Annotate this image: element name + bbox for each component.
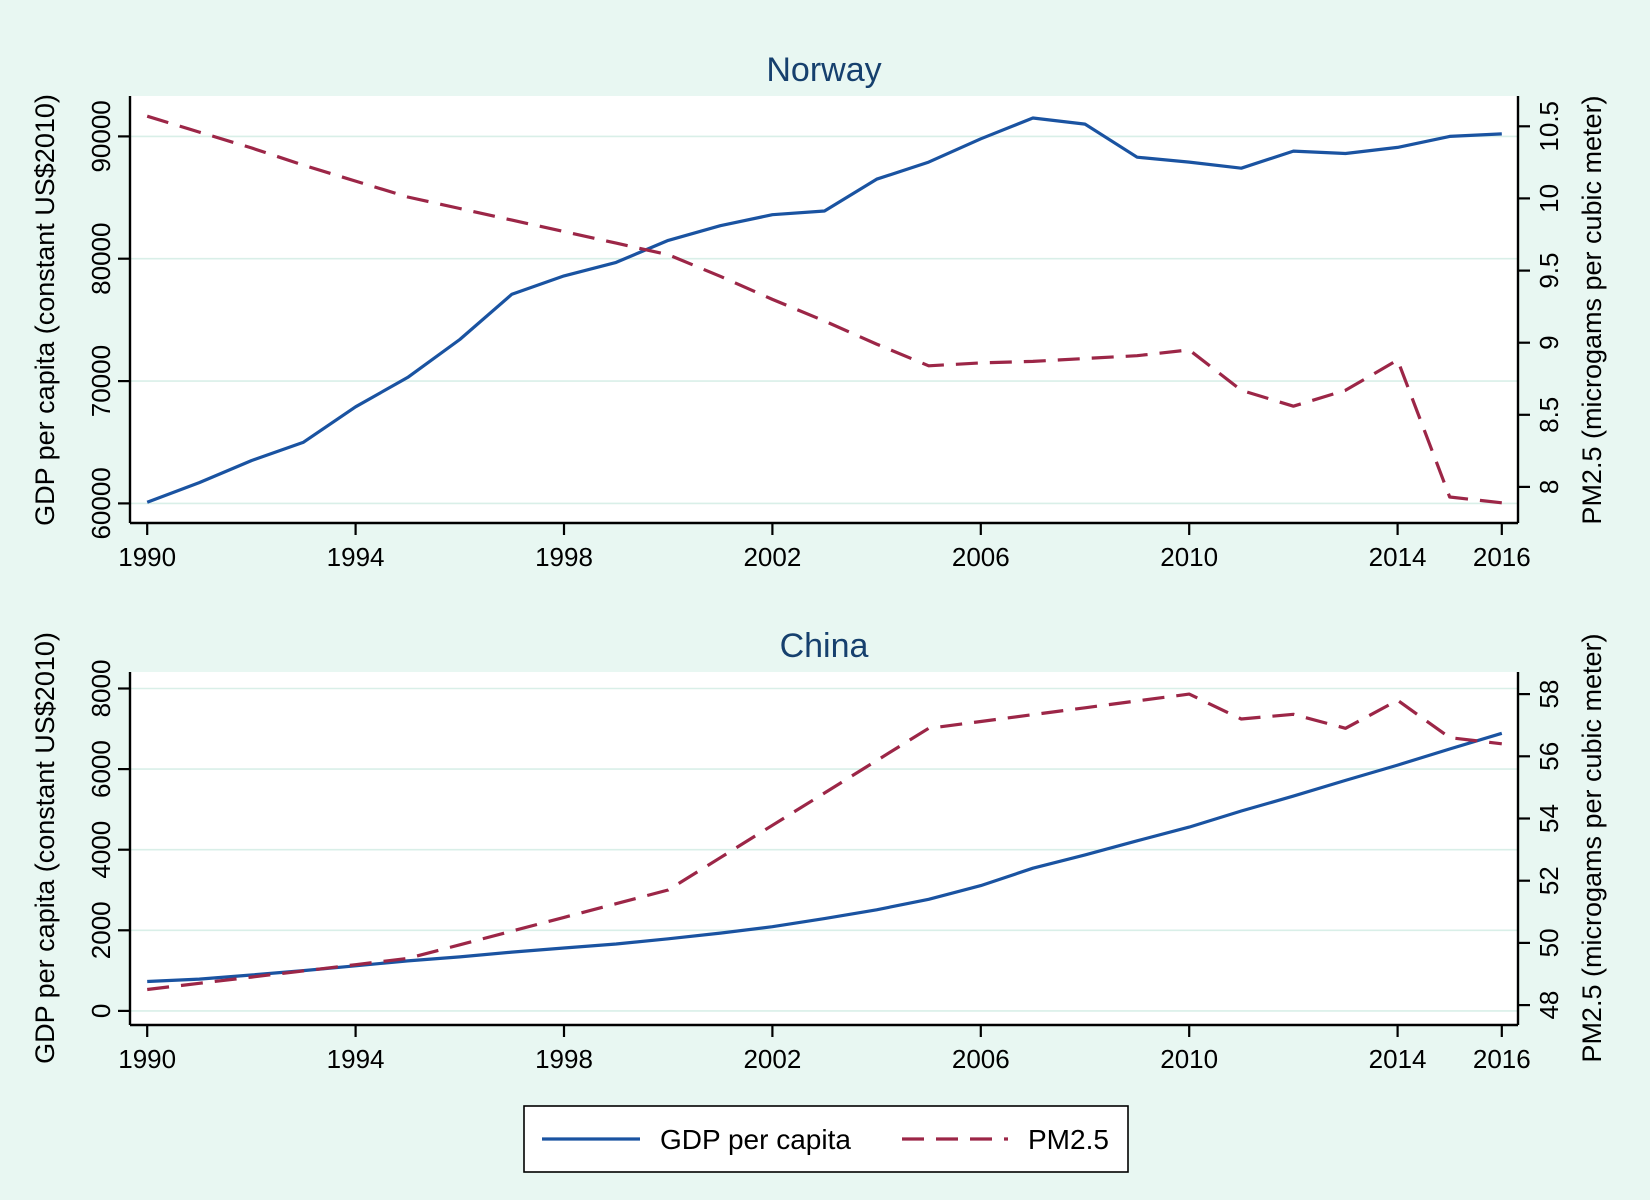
left-axis-tick-label: 90000 <box>86 100 116 172</box>
plot-background <box>130 96 1518 523</box>
right-axis-tick-label: 58 <box>1534 680 1564 709</box>
x-axis-tick-label: 2006 <box>952 1044 1010 1074</box>
right-axis-tick-label: 52 <box>1534 866 1564 895</box>
x-axis-tick-label: 2016 <box>1473 1044 1531 1074</box>
right-axis-tick-label: 9 <box>1534 335 1564 349</box>
gdp-series-line <box>146 116 1502 504</box>
right-axis-tick-label: 10.5 <box>1534 101 1564 152</box>
china-panel-title: China <box>780 627 869 665</box>
right-axis-tick-label: 9.5 <box>1534 253 1564 289</box>
norway-right-axis-title: PM2.5 (microgams per cubic meter) <box>1577 95 1607 524</box>
x-axis-tick-label: 1990 <box>118 1044 176 1074</box>
left-axis-tick-label: 60000 <box>86 467 116 539</box>
china-left-axis-title: GDP per capita (constant US$2010) <box>30 632 60 1064</box>
left-axis-tick-label: 80000 <box>86 223 116 295</box>
left-axis-tick-label: 2000 <box>86 901 116 959</box>
left-axis-tick-label: 0 <box>86 1004 116 1018</box>
china-panel: China GDP per capita (constant US$2010) … <box>30 627 1607 1074</box>
x-axis-tick-label: 1998 <box>535 1044 593 1074</box>
right-axis-tick-label: 54 <box>1534 804 1564 833</box>
left-axis-tick-label: 8000 <box>86 660 116 718</box>
norway-left-axis-title: GDP per capita (constant US$2010) <box>30 94 60 526</box>
plot-background <box>130 672 1518 1025</box>
x-axis-tick-label: 2002 <box>743 1044 801 1074</box>
left-axis-tick-label: 70000 <box>86 345 116 417</box>
china-right-axis-title: PM2.5 (microgams per cubic meter) <box>1577 633 1607 1062</box>
x-axis-tick-label: 2014 <box>1369 1044 1427 1074</box>
pm25-series-line <box>147 692 1502 992</box>
right-axis-tick-label: 8 <box>1534 480 1564 494</box>
norway-panel: Norway GDP per capita (constant US$2010)… <box>30 51 1607 572</box>
right-axis-tick-label: 8.5 <box>1534 397 1564 433</box>
legend: GDP per capita PM2.5 <box>523 1105 1129 1173</box>
norway-plot-area: 60000 70000 80000 90000 8 8.5 9 9.5 10 10.5 1990 19… <box>86 96 1564 572</box>
x-axis-tick-label: 2016 <box>1473 542 1531 572</box>
x-axis-tick-label: 2010 <box>1160 542 1218 572</box>
x-axis-tick-label: 1990 <box>118 542 176 572</box>
right-axis-tick-label: 56 <box>1534 742 1564 771</box>
legend-pm25-label: PM2.5 <box>1028 1124 1109 1155</box>
x-axis-tick-label: 1994 <box>327 542 385 572</box>
right-axis-tick-label: 50 <box>1534 928 1564 957</box>
right-axis-tick-label: 48 <box>1534 991 1564 1020</box>
x-axis-tick-label: 2010 <box>1160 1044 1218 1074</box>
china-plot-area: 0 2000 4000 6000 8000 48 50 52 54 56 58 1990 1994 199… <box>86 660 1564 1074</box>
right-axis-tick-label: 10 <box>1534 184 1564 213</box>
x-axis-tick-label: 2002 <box>743 542 801 572</box>
gdp-series-line <box>147 731 1503 984</box>
left-axis-tick-label: 4000 <box>86 821 116 879</box>
left-axis-tick-label: 6000 <box>86 740 116 798</box>
x-axis-tick-label: 1998 <box>535 542 593 572</box>
x-axis-tick-label: 1994 <box>327 1044 385 1074</box>
x-axis-tick-label: 2014 <box>1369 542 1427 572</box>
norway-panel-title: Norway <box>766 51 881 89</box>
x-axis-tick-label: 2006 <box>952 542 1010 572</box>
legend-gdp-label: GDP per capita <box>660 1124 851 1155</box>
